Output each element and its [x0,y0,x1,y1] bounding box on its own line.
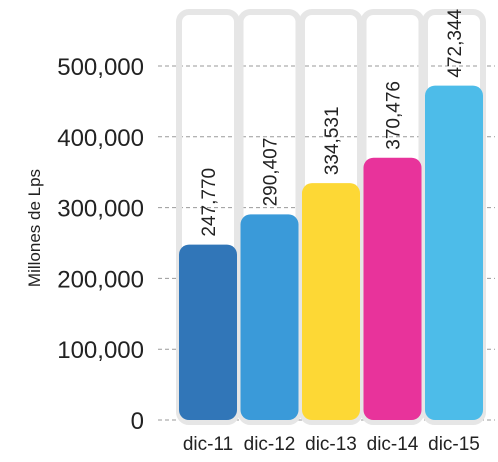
y-tick-label: 100,000 [57,337,144,364]
bars [179,85,483,420]
bar [363,157,422,420]
y-tick-label: 0 [131,408,144,435]
data-label: 472,344 [445,8,466,77]
y-tick-label: 500,000 [57,54,144,81]
bar [425,85,483,420]
y-tick-label: 200,000 [57,266,144,293]
data-label: 290,407 [261,138,282,207]
x-tick-label: dic-14 [367,434,419,455]
data-label: 370,476 [384,81,405,150]
y-tick-label: 300,000 [57,196,144,223]
bar-track [237,9,302,425]
x-tick-label: dic-13 [305,434,357,455]
value-labels: 247,770 290,407 334,531 370,476 472,344 [199,8,466,236]
bar [240,214,299,420]
bar [302,183,360,420]
data-label: 334,531 [322,106,343,175]
y-axis-title: Millones de Lps [25,169,44,287]
y-axis-ticks: 0 100,000 200,000 300,000 400,000 500,000 [57,54,144,435]
bar-track [176,9,240,425]
x-tick-label: dic-12 [244,434,296,455]
bar [179,244,237,420]
data-label: 247,770 [199,168,220,237]
y-tick-label: 400,000 [57,125,144,152]
x-axis-labels: dic-11 dic-12 dic-13 dic-14 dic-15 [183,434,480,455]
x-tick-label: dic-15 [428,434,480,455]
x-tick-label: dic-11 [183,434,233,455]
